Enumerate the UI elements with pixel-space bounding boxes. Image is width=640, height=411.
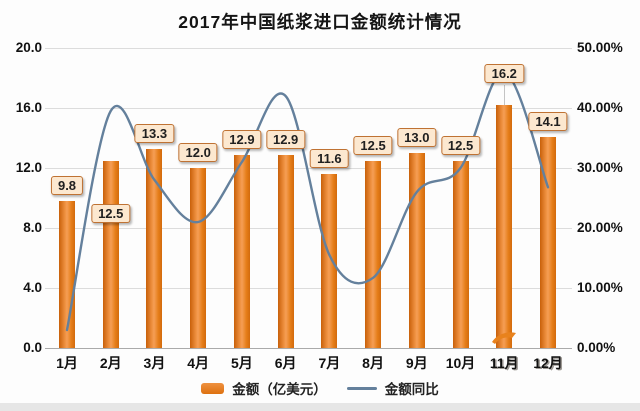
x-axis-label: 1月 bbox=[56, 355, 78, 371]
y-axis-left-tick: 12.0 bbox=[15, 160, 42, 175]
bar-value-label: 11.6 bbox=[310, 149, 349, 168]
x-axis-label: 10月 bbox=[445, 355, 476, 371]
bar bbox=[59, 201, 75, 348]
line-legend-swatch-icon bbox=[346, 386, 377, 390]
y-axis-right-tick: 30.00% bbox=[577, 160, 623, 175]
x-axis-label: 6月 bbox=[274, 355, 297, 371]
bar-value-label: 14.1 bbox=[528, 111, 568, 131]
bar-value-label: 12.9 bbox=[222, 129, 262, 149]
bar-value-label: 12.0 bbox=[178, 143, 218, 162]
y-axis-left-tick: 4.0 bbox=[23, 280, 42, 295]
bar bbox=[452, 160, 469, 348]
bar-value-label: 16.2 bbox=[484, 64, 524, 83]
gridline bbox=[45, 288, 572, 289]
x-axis-label: 4月 bbox=[187, 355, 210, 371]
bar-value-label: 12.5 bbox=[91, 203, 131, 223]
y-axis-left-tick: 8.0 bbox=[23, 220, 42, 235]
gridline bbox=[45, 168, 572, 169]
bar-value-label: 12.5 bbox=[353, 135, 393, 155]
bar-value-label: 13.0 bbox=[397, 128, 437, 147]
y-axis-left-tick: 20.0 bbox=[15, 40, 42, 55]
gridline bbox=[45, 108, 572, 109]
bar bbox=[408, 153, 425, 348]
y-axis-left-tick: 0.0 bbox=[23, 340, 42, 355]
y-axis-right-tick: 0.00% bbox=[577, 340, 616, 355]
trend-line bbox=[65, 70, 550, 332]
x-axis-label: 7月 bbox=[318, 355, 341, 371]
y-axis-right-tick: 10.00% bbox=[577, 280, 623, 295]
page-title: 2017年中国纸浆进口金额统计情况 bbox=[178, 12, 462, 32]
y-axis-right-tick: 40.00% bbox=[577, 100, 623, 115]
bar bbox=[540, 136, 556, 348]
legend: 金额（亿美元） 金额同比 bbox=[0, 378, 640, 398]
gridline bbox=[45, 228, 572, 229]
label-leader-line bbox=[504, 85, 506, 105]
bar bbox=[365, 160, 382, 348]
bar bbox=[277, 154, 294, 348]
bar bbox=[496, 105, 513, 348]
gridline bbox=[45, 48, 572, 49]
x-axis-label: 3月 bbox=[143, 355, 166, 371]
footer-strip bbox=[0, 403, 640, 411]
bar bbox=[321, 174, 338, 348]
y-axis-right-tick: 50.00% bbox=[577, 40, 623, 55]
line-legend-label: 金额同比 bbox=[384, 382, 439, 397]
x-axis-label: 2月 bbox=[99, 355, 122, 371]
x-axis-label: 12月 bbox=[533, 355, 563, 371]
bar-legend-swatch-icon bbox=[201, 382, 225, 394]
bar bbox=[102, 160, 119, 348]
bar-value-label: 9.8 bbox=[50, 176, 84, 195]
bar-value-label: 12.9 bbox=[265, 129, 306, 149]
watermark-swoosh-icon bbox=[492, 332, 516, 344]
bar-value-label: 12.5 bbox=[440, 135, 481, 155]
x-axis-label: 9月 bbox=[405, 355, 428, 371]
y-axis-right-tick: 20.00% bbox=[577, 220, 623, 235]
y-axis-left-tick: 16.0 bbox=[15, 100, 42, 115]
x-axis-line bbox=[45, 348, 572, 349]
x-axis-label: 8月 bbox=[362, 355, 384, 371]
bar-value-label: 13.3 bbox=[134, 123, 175, 143]
x-axis-label: 11月 bbox=[489, 355, 519, 371]
bar bbox=[233, 154, 250, 348]
bar bbox=[146, 148, 163, 348]
bar-legend-label: 金额（亿美元） bbox=[232, 382, 327, 397]
bar bbox=[190, 168, 207, 348]
x-axis-label: 5月 bbox=[231, 355, 253, 371]
